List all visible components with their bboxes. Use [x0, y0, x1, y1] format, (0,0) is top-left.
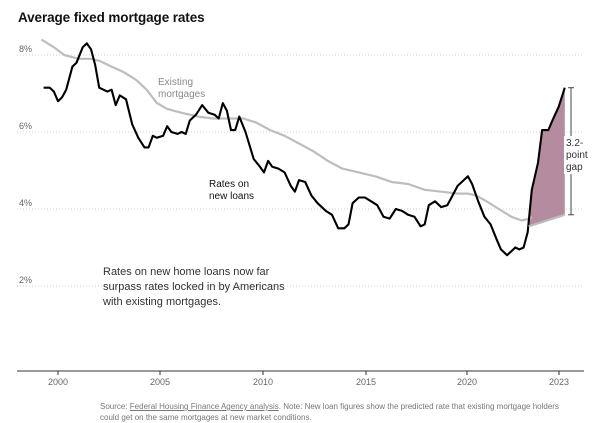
y-tick-label: 8%	[19, 44, 32, 54]
y-axis-ticks: 2% 4% 6% 8%	[19, 44, 32, 285]
y-tick-label: 2%	[19, 275, 32, 285]
new-loans-line	[43, 42, 566, 257]
x-tick-label: 2020	[457, 377, 477, 387]
source-prefix: Source:	[100, 402, 130, 411]
x-tick-label: 2023	[549, 377, 569, 387]
existing-mortgages-line	[40, 38, 533, 222]
chart-note: Rates on new home loans now far surpass …	[103, 266, 285, 308]
source-link[interactable]: Federal Housing Finance Agency analysis	[129, 402, 279, 411]
x-tick-label: 2015	[356, 377, 376, 387]
y-tick-label: 4%	[19, 198, 32, 208]
existing-mortgages-line-tail	[528, 213, 566, 228]
x-tick-label: 2010	[253, 377, 273, 387]
y-tick-label: 6%	[19, 121, 32, 131]
gap-area	[528, 87, 565, 227]
gap-label: gap	[566, 162, 583, 173]
existing-label: Existing	[158, 77, 193, 88]
x-tick-label: 2000	[48, 377, 68, 387]
source-note: Source: Federal Housing Finance Agency a…	[100, 401, 570, 423]
gap-label: point	[566, 150, 588, 161]
x-tick-label: 2005	[150, 377, 170, 387]
new-label: new loans	[209, 191, 254, 202]
gap-label: 3.2-	[566, 138, 583, 149]
x-axis-ticks: 2000 2005 2010 2015 2020 2023	[48, 371, 569, 387]
new-label: Rates on	[209, 179, 249, 190]
existing-label: mortgages	[158, 89, 205, 100]
gap-label-bg	[564, 136, 590, 174]
chart-title: Average fixed mortgage rates	[18, 10, 205, 25]
